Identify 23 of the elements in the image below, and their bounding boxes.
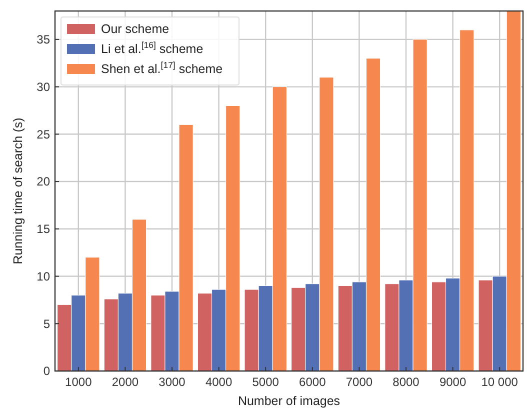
y-tick-label: 25 [36,127,50,142]
y-tick-label: 35 [36,32,50,47]
y-tick-label: 0 [43,364,50,378]
x-tick-label: 4000 [205,375,232,389]
x-tick-label: 2000 [112,375,139,389]
y-tick-label: 5 [43,316,50,331]
x-axis-title: Number of images [238,394,340,408]
legend-label: Li et al.$^{[16]}$ scheme [101,40,204,56]
x-tick-label: 9000 [439,375,466,389]
x-tick-label: 3000 [158,375,186,389]
y-tick-label: 15 [36,222,50,236]
legend-label: Shen et al.$^{[17]}$ scheme [101,60,223,76]
x-tick-label: 8000 [392,375,420,389]
x-tick-label: 5000 [252,375,280,389]
x-tick-label: 6000 [299,375,326,389]
y-tick-label: 20 [36,174,50,189]
y-tick-label: 30 [36,80,50,94]
x-tick-label: 7000 [346,375,373,389]
legend-label: Our scheme [101,22,170,36]
x-tick-label: 10 000 [481,375,518,389]
y-tick-label: 10 [36,269,50,284]
x-tick-label: 1000 [65,375,92,389]
y-axis-title: Running time of search (s) [11,118,25,264]
